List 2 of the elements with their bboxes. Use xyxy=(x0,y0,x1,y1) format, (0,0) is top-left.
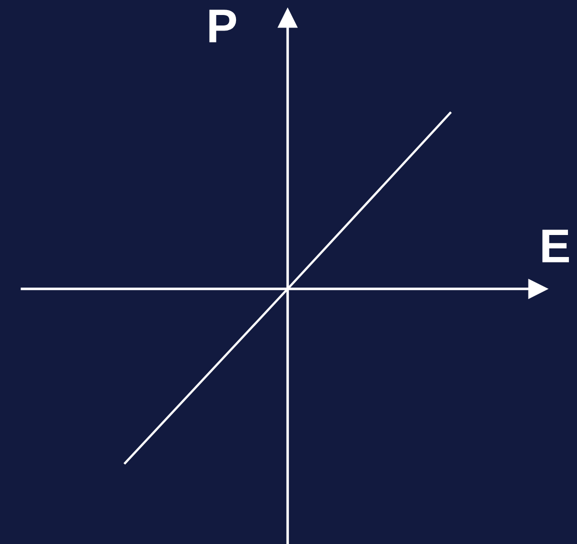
x-axis-title: E xyxy=(542,230,569,262)
y-axis-title: P xyxy=(209,10,236,42)
